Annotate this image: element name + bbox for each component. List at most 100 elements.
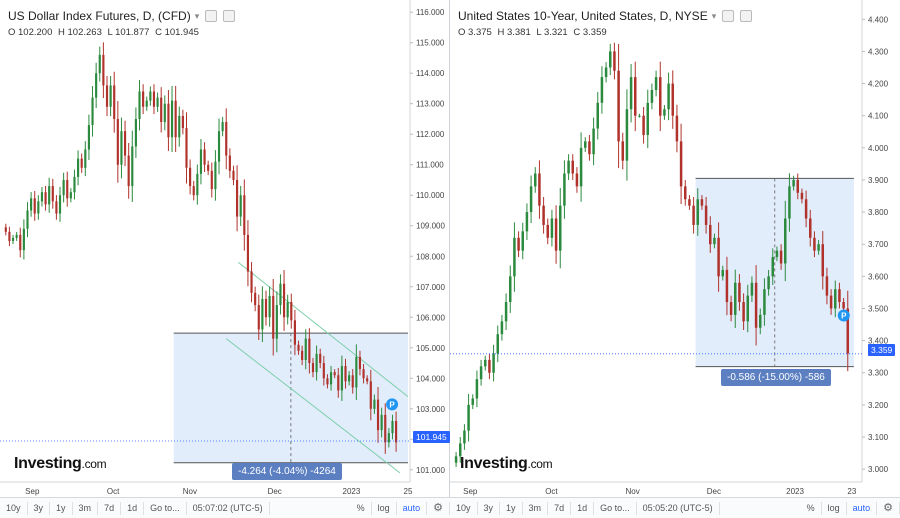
goto-button[interactable]: Go to...: [594, 501, 637, 515]
goto-button[interactable]: Go to...: [144, 501, 187, 515]
candle-body: [592, 128, 595, 155]
candle-body: [550, 218, 554, 238]
y-tick-label: 3.400: [868, 337, 889, 346]
settings-icon[interactable]: [205, 10, 218, 22]
candle-body: [163, 103, 166, 123]
y-tick-label: 114.000: [416, 69, 445, 78]
candle-body: [344, 366, 347, 382]
timeframe-3m[interactable]: 3m: [523, 501, 549, 515]
candle-body: [700, 199, 704, 206]
auto-toggle[interactable]: auto: [847, 501, 878, 515]
candle-body: [754, 282, 758, 328]
left-chart-panel: 116.000 115.000 114.000 113.000 112.000 111.0…: [0, 0, 450, 518]
left-chart-svg[interactable]: 116.000 115.000 114.000 113.000 112.000 111.0…: [0, 0, 450, 498]
candle-body: [30, 198, 33, 211]
candle-body: [199, 149, 203, 174]
gear-icon[interactable]: [223, 10, 236, 22]
y-tick-label: 3.700: [868, 240, 889, 249]
x-tick-label: Dec: [707, 487, 721, 496]
candle-body: [181, 115, 184, 129]
candle-body: [534, 173, 537, 187]
left-chart-title: US Dollar Index Futures, D, (CFD): [8, 9, 191, 23]
timeframe-3y[interactable]: 3y: [478, 501, 501, 515]
candle-body: [734, 282, 737, 315]
candle-body: [337, 375, 340, 391]
candle-body: [311, 363, 315, 373]
y-tick-label: 115.000: [416, 39, 445, 48]
timeframe-1y[interactable]: 1y: [500, 501, 523, 515]
y-tick-label: 3.500: [868, 304, 889, 313]
candle-body: [355, 356, 358, 388]
candle-body: [160, 97, 163, 123]
candle-body: [684, 186, 687, 200]
candle-body: [579, 147, 583, 187]
x-tick-label: 23: [847, 487, 856, 496]
candle-body: [488, 359, 491, 373]
candle-body: [567, 160, 570, 174]
left-bottom-toolbar: 10y 3y 1y 3m 7d 1d Go to... 05:07:02 (UT…: [0, 497, 450, 518]
investing-logo: Investing.com: [460, 455, 553, 472]
log-toggle[interactable]: log: [822, 501, 847, 515]
candle-body: [459, 443, 462, 457]
auto-toggle[interactable]: auto: [397, 501, 428, 515]
investing-logo: Investing.com: [14, 455, 107, 472]
candle-body: [475, 379, 479, 399]
ohlc-low: L 101.877: [107, 27, 150, 38]
log-toggle[interactable]: log: [372, 501, 397, 515]
candle-body: [650, 89, 654, 103]
x-tick-label: 25: [404, 487, 413, 496]
candle-body: [221, 122, 224, 132]
y-tick-label: 3.800: [868, 208, 889, 217]
trend-channel-lower: [225, 338, 401, 474]
candle-body: [329, 372, 333, 385]
timeframe-3y[interactable]: 3y: [28, 501, 51, 515]
timeframe-10y[interactable]: 10y: [450, 501, 478, 515]
candle-body: [746, 295, 750, 322]
y-tick-label: 110.000: [416, 191, 445, 200]
candle-body: [559, 205, 562, 251]
gear-icon[interactable]: [740, 10, 753, 22]
y-tick-label: 4.200: [868, 80, 889, 89]
candle-body: [521, 231, 525, 251]
x-tick-label: Oct: [107, 487, 120, 496]
x-tick-label: Sep: [463, 487, 478, 496]
timeframe-10y[interactable]: 10y: [0, 501, 28, 515]
candle-body: [116, 118, 119, 165]
percent-toggle[interactable]: %: [351, 501, 372, 515]
candle-body: [376, 399, 380, 431]
x-tick-label: Oct: [545, 487, 558, 496]
timeframe-7d[interactable]: 7d: [548, 501, 572, 515]
last-price-tag: 3.359: [868, 344, 896, 356]
chevron-down-icon[interactable]: ▾: [711, 10, 717, 21]
candle-body: [84, 149, 87, 168]
timeframe-3m[interactable]: 3m: [73, 501, 99, 515]
y-tick-label: 112.000: [416, 130, 445, 139]
candle-body: [759, 314, 762, 328]
percent-toggle[interactable]: %: [801, 501, 822, 515]
candle-body: [634, 77, 637, 116]
x-tick-label: Sep: [25, 487, 40, 496]
candle-body: [113, 85, 116, 119]
settings-icon[interactable]: [722, 10, 735, 22]
candle-body: [742, 302, 745, 322]
timeframe-1d[interactable]: 1d: [121, 501, 145, 515]
timeframe-1d[interactable]: 1d: [571, 501, 595, 515]
p-marker: [386, 398, 399, 411]
candle-body: [829, 295, 833, 309]
x-tick-label: Nov: [626, 487, 640, 496]
candle-body: [717, 237, 720, 277]
gear-icon[interactable]: ⚙: [427, 501, 450, 515]
y-tick-label: 106.000: [416, 313, 445, 322]
candle-body: [373, 399, 376, 409]
candle-body: [167, 103, 170, 138]
candle-body: [8, 231, 11, 241]
chevron-down-icon[interactable]: ▾: [194, 10, 200, 21]
gear-icon[interactable]: ⚙: [877, 501, 900, 515]
right-chart-svg[interactable]: 4.400 4.300 4.200 4.100 4.000 3.900 3.800 3.700…: [450, 0, 900, 498]
candle-body: [236, 179, 239, 217]
candle-body: [145, 100, 148, 107]
timeframe-7d[interactable]: 7d: [98, 501, 122, 515]
candle-body: [62, 179, 65, 196]
timeframe-1y[interactable]: 1y: [50, 501, 73, 515]
